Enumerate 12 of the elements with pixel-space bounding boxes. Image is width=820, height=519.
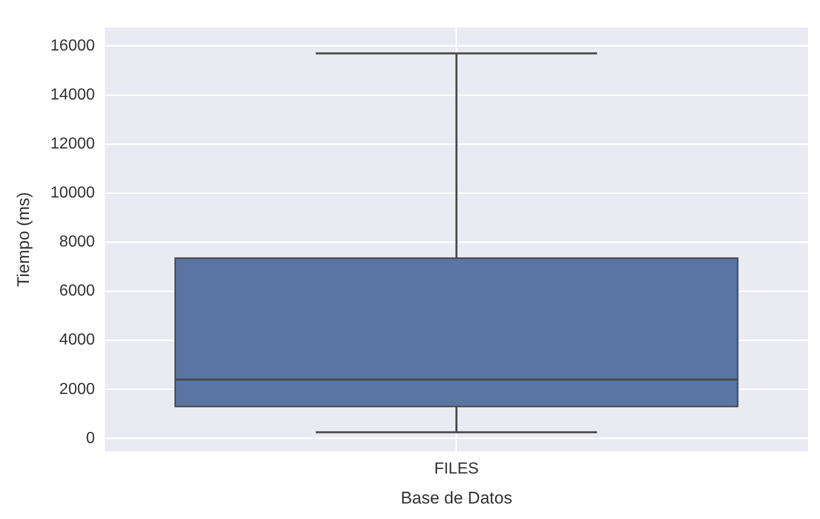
y-tick-label: 10000 <box>50 184 95 202</box>
y-axis-title: Tiempo (ms) <box>14 192 33 287</box>
x-tick-label: FILES <box>434 460 479 478</box>
y-tick-label: 0 <box>86 430 95 447</box>
y-tick-label: 12000 <box>50 136 95 152</box>
y-tick-label: 6000 <box>59 282 95 300</box>
y-tick-label: 8000 <box>59 234 95 251</box>
y-tick-label: 16000 <box>50 37 95 54</box>
x-axis-title: Base de Datos <box>400 488 512 508</box>
y-tick-label: 4000 <box>59 332 95 349</box>
y-tick-label: 2000 <box>59 380 95 398</box>
y-tick-label: 14000 <box>50 86 95 104</box>
